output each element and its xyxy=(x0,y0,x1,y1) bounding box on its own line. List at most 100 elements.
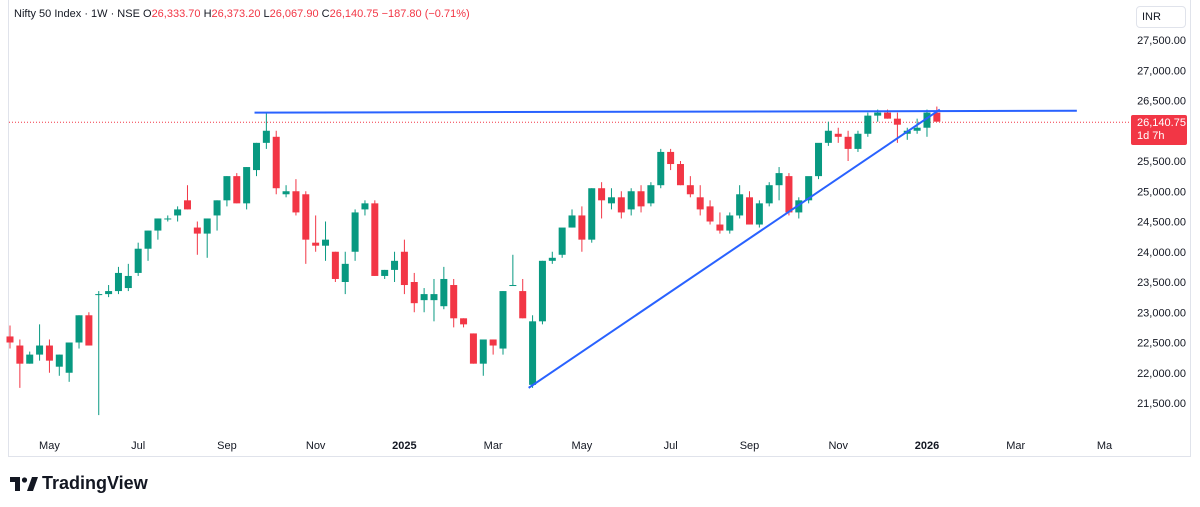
time-axis[interactable]: May Jul Sep Nov 2025 Mar May Jul Sep Nov 2026 Mar Ma xyxy=(39,440,1113,452)
high-value: 26,373.20 xyxy=(211,8,261,20)
candle-body xyxy=(923,112,931,128)
y-tick-label: 24,500.00 xyxy=(1137,217,1186,229)
candle xyxy=(913,118,921,134)
candle xyxy=(834,127,842,143)
candle xyxy=(65,342,73,382)
trendline-resistance xyxy=(254,109,1077,114)
candle-body xyxy=(322,239,330,246)
candle-body xyxy=(213,200,221,216)
candle-body xyxy=(667,151,675,165)
candle-body xyxy=(203,218,211,234)
candle xyxy=(233,173,241,204)
candle-body xyxy=(420,294,428,301)
candle xyxy=(341,251,349,295)
candle xyxy=(627,188,635,216)
candle-body xyxy=(460,318,468,325)
candle xyxy=(203,218,211,258)
candle-body xyxy=(676,164,684,186)
candle xyxy=(55,354,63,376)
candle xyxy=(824,121,832,146)
candle xyxy=(292,179,300,216)
candle xyxy=(144,230,152,261)
candle-body xyxy=(36,345,44,355)
candle-body xyxy=(6,336,14,343)
y-tick-label: 27,000.00 xyxy=(1137,65,1186,77)
candle-body xyxy=(430,294,438,301)
candle xyxy=(430,278,438,322)
candle xyxy=(262,112,270,149)
candle-body xyxy=(637,191,645,207)
candle xyxy=(785,173,793,216)
y-tick-label: 22,500.00 xyxy=(1137,338,1186,350)
candle-body xyxy=(529,321,537,385)
candle xyxy=(124,263,132,292)
change-value: −187.80 (−0.71%) xyxy=(381,8,470,20)
trendlines[interactable] xyxy=(254,108,1077,389)
chart-frame xyxy=(8,0,1191,457)
candle xyxy=(716,212,724,234)
candle xyxy=(134,242,142,276)
candle xyxy=(16,339,24,388)
candle xyxy=(174,206,182,222)
candle xyxy=(440,266,448,310)
candle xyxy=(85,312,93,346)
trendline-support xyxy=(528,108,941,389)
candle-body xyxy=(95,294,103,296)
candle-body xyxy=(736,194,744,216)
candle-body xyxy=(65,342,73,373)
y-tick-label: 24,000.00 xyxy=(1137,247,1186,259)
candle xyxy=(253,142,260,177)
x-tick-label: May xyxy=(571,440,592,452)
candle-body xyxy=(746,197,753,225)
candle-body xyxy=(312,242,320,246)
y-tick-label: 26,500.00 xyxy=(1137,96,1186,108)
x-tick-label: 2026 xyxy=(915,440,939,452)
candle-body xyxy=(243,167,251,204)
candle-body xyxy=(834,133,842,137)
low-value: 26,067.90 xyxy=(269,8,319,20)
x-tick-label: Mar xyxy=(1006,440,1025,452)
currency-button[interactable]: INR xyxy=(1136,6,1186,28)
candle xyxy=(815,142,823,180)
candle xyxy=(726,212,734,234)
candle-body xyxy=(617,197,625,213)
candle-body xyxy=(233,176,241,204)
candle-body xyxy=(775,173,783,186)
candle xyxy=(686,176,694,198)
candle-body xyxy=(302,194,310,240)
x-tick-label: Sep xyxy=(740,440,760,452)
candle xyxy=(302,191,310,264)
candle xyxy=(933,106,941,122)
candle-body xyxy=(538,260,546,322)
y-tick-label: 25,500.00 xyxy=(1137,156,1186,168)
candle xyxy=(381,269,389,279)
candle xyxy=(45,339,53,373)
candle xyxy=(519,278,527,319)
candle xyxy=(647,182,655,207)
candle-body xyxy=(755,203,763,225)
candle-body xyxy=(400,251,408,286)
candle xyxy=(706,200,714,225)
candle-body xyxy=(854,133,862,149)
candle xyxy=(243,167,251,210)
candle-body xyxy=(795,200,803,213)
price-axis[interactable]: 21,500.00 22,000.00 22,500.00 23,000.00 23,5… xyxy=(1137,35,1186,410)
symbol-legend: Nifty 50 Index · 1W · NSE O26,333.70 H26… xyxy=(14,8,470,20)
candle-body xyxy=(45,345,53,361)
tradingview-logo-text: TradingView xyxy=(42,472,148,493)
candle xyxy=(460,318,468,328)
candle xyxy=(746,191,753,225)
candle xyxy=(322,221,330,261)
candle xyxy=(6,325,14,349)
candle xyxy=(223,176,231,207)
candle-body xyxy=(154,218,162,231)
candle-body xyxy=(85,315,93,346)
candle-body xyxy=(440,278,448,307)
candle-body xyxy=(114,272,122,292)
candle xyxy=(509,254,517,287)
tradingview-logo-icon xyxy=(10,477,38,491)
candle xyxy=(529,315,537,388)
tradingview-logo[interactable]: TradingView xyxy=(10,470,148,496)
candle-body xyxy=(726,215,734,231)
